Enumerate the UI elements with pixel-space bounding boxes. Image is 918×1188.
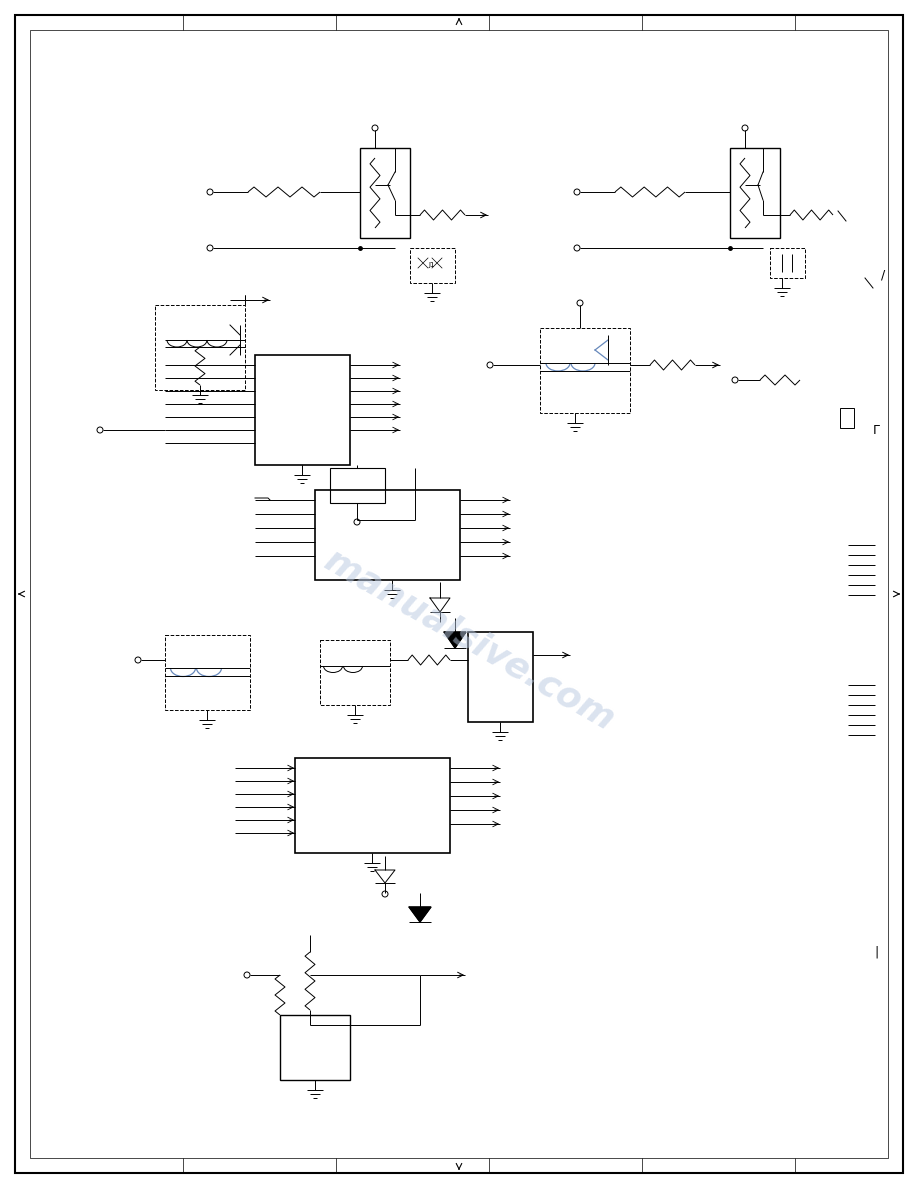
- Text: manualsive.com: manualsive.com: [319, 543, 621, 738]
- Bar: [295, 758, 450, 853]
- Bar: [315, 489, 460, 580]
- Polygon shape: [409, 906, 431, 922]
- Bar: [468, 632, 533, 722]
- Bar: [540, 328, 630, 413]
- Text: J1: J1: [429, 263, 435, 268]
- Bar: [330, 468, 385, 503]
- Bar: [770, 248, 805, 278]
- Bar: [730, 148, 780, 238]
- Text: Γ: Γ: [872, 423, 879, 436]
- Bar: [155, 305, 245, 390]
- Bar: [360, 148, 410, 238]
- Polygon shape: [444, 632, 466, 647]
- Bar: [410, 248, 455, 283]
- Bar: [165, 636, 250, 710]
- Bar: [840, 407, 854, 428]
- Bar: [280, 1015, 350, 1080]
- Text: |: |: [874, 946, 879, 959]
- Text: /: /: [881, 268, 885, 282]
- Bar: [320, 640, 390, 704]
- Bar: [255, 355, 350, 465]
